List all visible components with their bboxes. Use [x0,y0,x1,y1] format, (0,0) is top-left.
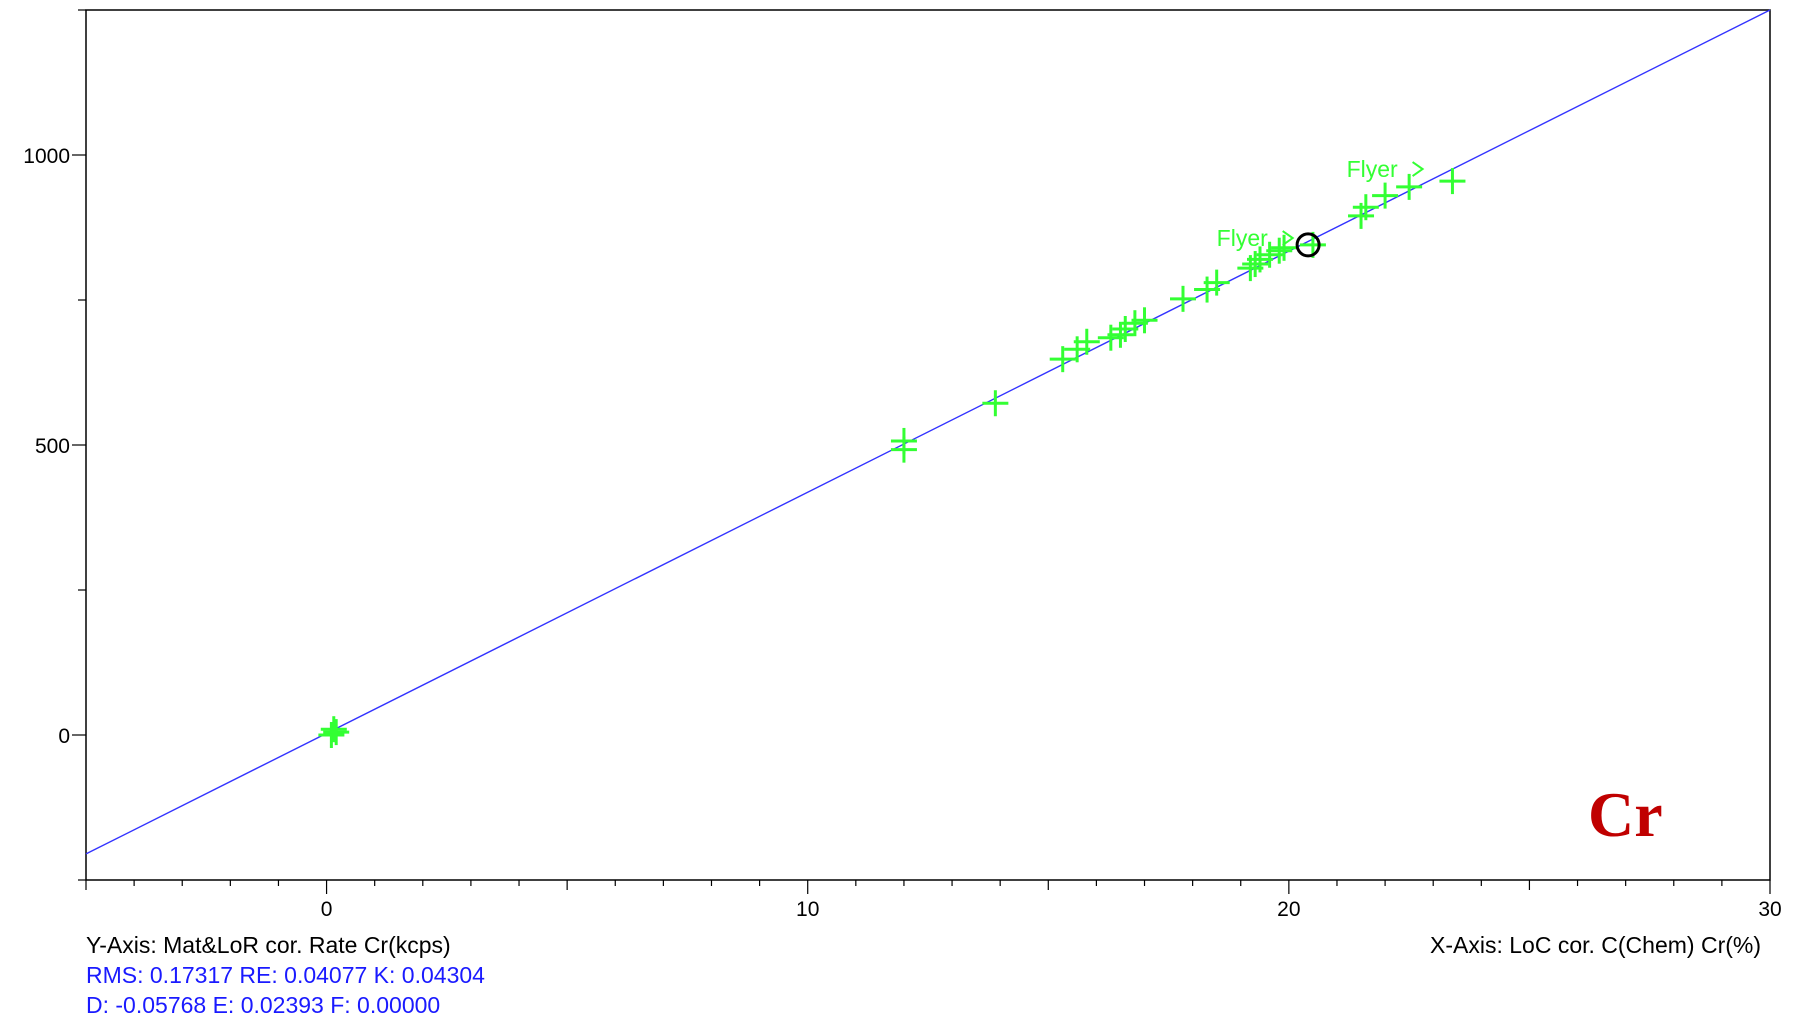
flyer-annotation: Flyer [1217,225,1268,251]
data-point [982,390,1009,417]
stats-line-2: D: -0.05768 E: 0.02393 F: 0.00000 [86,992,441,1018]
fit-line [85,9,1771,855]
x-tick-label: 30 [1758,898,1781,921]
data-point [323,719,350,746]
x-axis-caption: X-Axis: LoC cor. C(Chem) Cr(%) [1430,932,1761,958]
data-point [1396,173,1423,200]
data-point [1242,251,1269,278]
x-tick-label: 10 [796,898,819,921]
flyer-arrow [1412,161,1425,177]
data-point [1203,269,1230,296]
data-point [1073,328,1100,355]
data-point [890,427,917,454]
flyer-arrow [1282,230,1295,246]
x-tick-label: 0 [321,898,333,921]
selected-point-circle [1295,232,1321,258]
data-point [1266,237,1293,264]
data-point [1131,307,1158,334]
data-point [318,722,345,748]
x-tick-label: 20 [1277,898,1300,921]
data-point [1271,234,1298,261]
element-symbol-label: Cr [1588,779,1663,850]
plot-frame [85,9,1771,881]
y-tick-label: 1000 [23,145,70,168]
y-tick-label: 0 [58,725,70,748]
y-axis-caption: Y-Axis: Mat&LoR cor. Rate Cr(kcps) [86,932,451,958]
data-point [1439,168,1466,195]
data-point [320,716,347,743]
data-point [1352,194,1379,221]
y-tick-label: 500 [35,435,70,458]
data-point [1170,285,1197,312]
data-point [1372,182,1399,209]
data-point [1049,346,1076,373]
stats-line-1: RMS: 0.17317 RE: 0.04077 K: 0.04304 [86,962,485,988]
data-point [1107,321,1134,348]
flyer-annotation: Flyer [1347,156,1398,182]
